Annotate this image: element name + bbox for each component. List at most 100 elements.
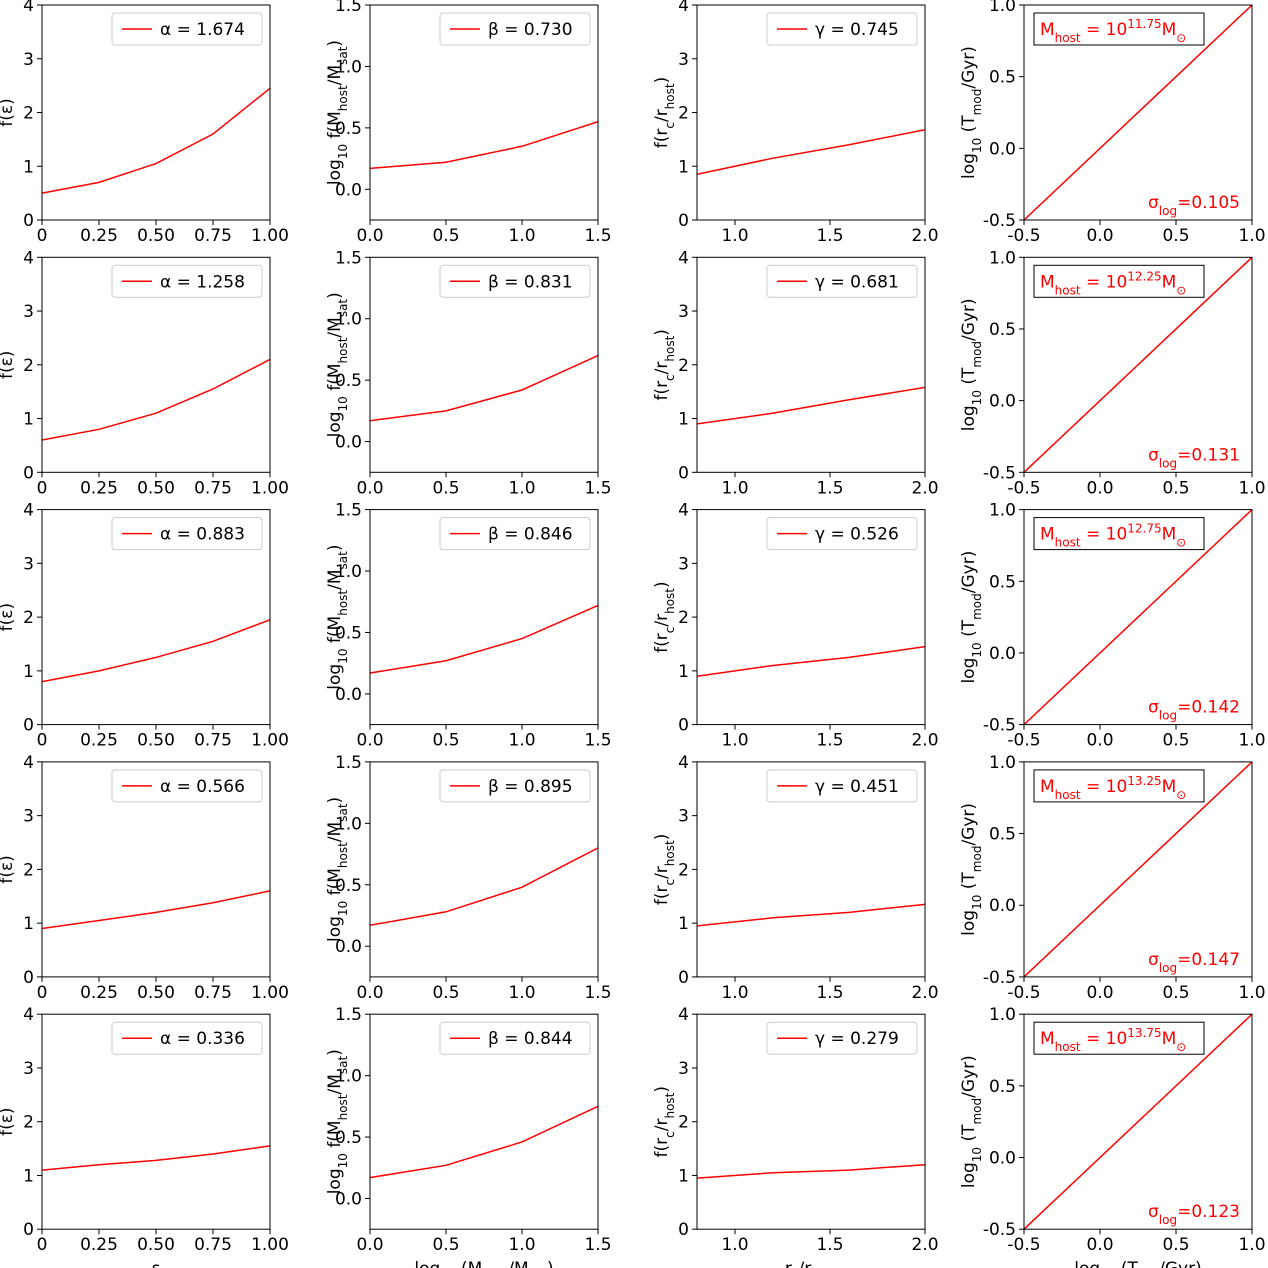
text-part: (T xyxy=(959,115,979,138)
text-part: /M xyxy=(508,1259,528,1268)
y-tick-label: -0.5 xyxy=(983,968,1016,988)
text-part: host xyxy=(663,83,677,109)
y-tick-label: 1.0 xyxy=(335,562,362,582)
text-part: f(M xyxy=(325,111,345,144)
fit-line xyxy=(42,358,270,441)
text-part: M xyxy=(1040,20,1055,40)
text-part: 10 xyxy=(336,144,350,159)
x-tick-label: 0 xyxy=(37,226,48,246)
text-part: c xyxy=(663,122,677,129)
y-tick-label: 3 xyxy=(678,1059,689,1079)
x-tick-label: 1.00 xyxy=(251,226,289,246)
sigma-label: σlog=0.131 xyxy=(1148,445,1240,470)
fit-line xyxy=(370,847,598,927)
text-part: host xyxy=(1055,536,1081,550)
text-part: /M xyxy=(325,822,345,842)
text-part: /Gyr) xyxy=(959,803,979,846)
x-axis-label: log10 (Mhost/Msat) xyxy=(414,1259,553,1268)
text-part: f(M xyxy=(325,616,345,649)
y-tick-label: 3 xyxy=(23,1059,34,1079)
y-tick-label: 0 xyxy=(678,1220,689,1240)
x-tick-label: 0.0 xyxy=(356,983,383,1003)
y-tick-label: 0.0 xyxy=(335,433,362,453)
text-part: M xyxy=(1040,777,1055,797)
text-part: = 10 xyxy=(1081,777,1128,797)
text-part: /M xyxy=(325,569,345,589)
y-tick-label: 0.0 xyxy=(989,896,1016,916)
y-tick-label: 2 xyxy=(23,860,34,880)
y-tick-label: 1.0 xyxy=(335,814,362,834)
text-part: sat xyxy=(336,299,350,318)
text-part: /r xyxy=(652,109,672,122)
x-tick-label: 0.25 xyxy=(80,478,118,498)
text-part: mod xyxy=(970,593,984,620)
text-part: f(M xyxy=(325,1120,345,1153)
x-tick-label: 0.5 xyxy=(1162,731,1189,751)
text-part: ) xyxy=(652,834,672,841)
plot-frame xyxy=(1023,761,1253,978)
plot-frame xyxy=(369,4,599,221)
legend-box xyxy=(766,1021,918,1055)
x-tick-label: 1.0 xyxy=(721,731,748,751)
text-part: log xyxy=(959,910,979,936)
plot-frame xyxy=(1023,509,1253,726)
y-axis-label: log10 f(Mhost/Msat) xyxy=(325,797,350,942)
text-part: log xyxy=(414,1259,440,1268)
x-tick-label: 1.0 xyxy=(508,731,535,751)
legend-label: β = 0.846 xyxy=(488,525,573,545)
text-part: /r xyxy=(652,614,672,627)
y-tick-label: 1 xyxy=(678,410,689,430)
legend-label: α = 0.336 xyxy=(160,1029,245,1049)
mass-label: Mhost = 1012.25M⊙ xyxy=(1040,269,1186,297)
text-part: = 10 xyxy=(1081,20,1128,40)
y-axis-label: f(rc/rhost) xyxy=(652,834,677,905)
x-tick-label: 0 xyxy=(37,731,48,751)
y-axis-label: f(rc/rhost) xyxy=(652,1086,677,1157)
legend-box xyxy=(111,517,263,551)
y-tick-label: 1 xyxy=(23,914,34,934)
fit-line xyxy=(1024,257,1252,473)
text-part: ) xyxy=(547,1259,554,1268)
y-tick-label: 0.5 xyxy=(335,371,362,391)
text-part: r xyxy=(785,1259,792,1268)
text-part: log xyxy=(959,153,979,179)
legend-label: γ = 0.745 xyxy=(815,20,899,40)
x-tick-label: 0.0 xyxy=(1086,731,1113,751)
legend-label: β = 0.844 xyxy=(488,1029,573,1049)
fit-line xyxy=(1024,761,1252,977)
x-tick-label: 0.5 xyxy=(432,983,459,1003)
text-part: ) xyxy=(325,797,345,804)
y-tick-label: 0 xyxy=(23,463,34,483)
y-tick-label: 1 xyxy=(23,662,34,682)
y-tick-label: 1 xyxy=(678,662,689,682)
y-tick-label: 3 xyxy=(23,807,34,827)
y-tick-label: 2 xyxy=(678,356,689,376)
text-part: log xyxy=(1159,961,1177,975)
text-part: ) xyxy=(652,77,672,84)
y-axis-label: log10 (Tmod/Gyr) xyxy=(959,46,984,179)
mass-label: Mhost = 1013.75M⊙ xyxy=(1040,1026,1186,1054)
x-tick-label: 0.5 xyxy=(432,731,459,751)
x-tick-label: 1.5 xyxy=(584,478,611,498)
x-tick-label: 0.5 xyxy=(432,226,459,246)
y-axis-label: log10 f(Mhost/Msat) xyxy=(325,292,350,437)
text-part: log xyxy=(325,664,345,690)
mass-label: Mhost = 1012.75M⊙ xyxy=(1040,522,1186,550)
y-tick-label: 0.5 xyxy=(989,572,1016,592)
x-tick-label: 1.00 xyxy=(251,731,289,751)
legend-box xyxy=(439,12,591,46)
plot-frame xyxy=(1023,256,1253,473)
fit-line xyxy=(42,87,270,194)
y-tick-label: 1.0 xyxy=(989,0,1016,16)
text-part: =0.123 xyxy=(1177,1202,1240,1222)
text-part: σ xyxy=(1148,193,1159,213)
text-part: (T xyxy=(1115,1259,1138,1268)
y-tick-label: 1.0 xyxy=(335,310,362,330)
y-tick-label: -0.5 xyxy=(983,1220,1016,1240)
sigma-label: σlog=0.142 xyxy=(1148,698,1240,723)
text-part: /Gyr) xyxy=(959,551,979,594)
text-part: ) xyxy=(325,1049,345,1056)
text-part: 12.25 xyxy=(1127,269,1161,283)
mass-label: Mhost = 1013.25M⊙ xyxy=(1040,774,1186,802)
